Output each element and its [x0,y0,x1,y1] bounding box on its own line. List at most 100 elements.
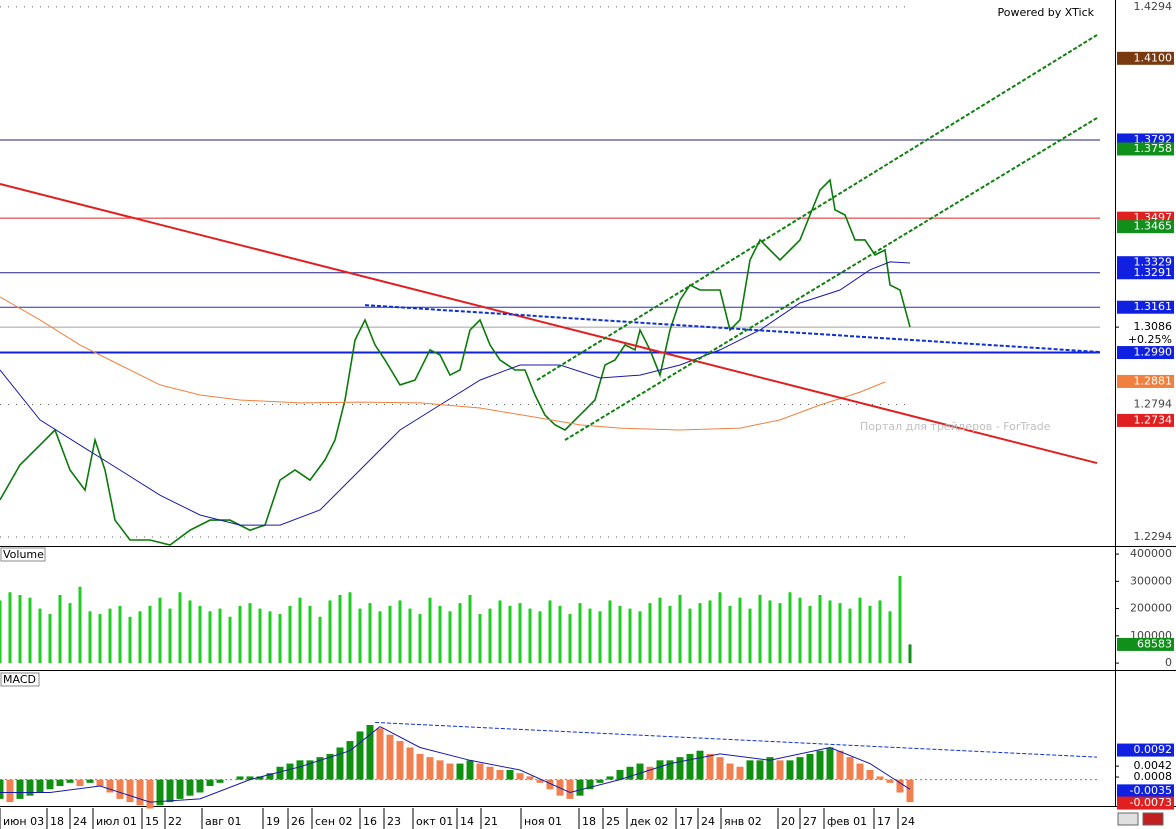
zoom-button[interactable] [1117,812,1139,826]
x-tick-label: янв 02 [724,815,762,828]
bar [726,763,734,780]
x-tick-label: окт 01 [416,815,453,828]
bar [388,605,392,664]
price-label: 1.2881 [1134,374,1173,387]
bar [876,776,884,780]
bar [48,614,52,664]
bar [186,779,194,796]
bar [478,614,482,664]
powered-by: Powered by XTick [998,6,1095,19]
bar [356,731,364,780]
bar [108,608,112,664]
bar [336,747,344,780]
bar [848,608,852,664]
price-label-bg [1117,374,1174,388]
bar [636,763,644,780]
bar [416,753,424,780]
bar [26,779,34,796]
bar [626,766,634,780]
bar [368,603,372,664]
x-tick-label: 19 [266,815,280,828]
bar [808,605,812,664]
last-value-label: 68583 [1137,637,1172,650]
bar [76,779,84,787]
bar [756,760,764,780]
bar [728,605,732,664]
bar [38,608,42,664]
bar [36,779,44,793]
bar [436,760,444,780]
bar [686,753,694,780]
bar [178,592,182,664]
bar [786,760,794,780]
price-label: 1.3465 [1134,220,1173,233]
price-label-bg [1117,266,1174,280]
panel-title-box [0,547,46,562]
bar [116,779,124,799]
bar [278,614,282,664]
series-line [0,178,911,546]
bar [218,608,222,664]
bar [46,779,54,790]
bar [258,608,262,664]
bar [156,779,164,806]
bar [328,600,332,664]
price-label: -0.0073 [1130,796,1172,809]
x-tick-label: 18 [582,815,596,828]
bar [276,766,284,780]
bar [206,779,214,787]
x-tick-label: 17 [877,815,891,828]
bar [596,779,604,783]
bar [426,757,434,780]
bar [66,779,74,783]
bar [578,603,582,664]
y-tick-label: 1.4294 [1134,0,1173,13]
bar [618,605,622,664]
bar [888,611,892,664]
bar [708,600,712,664]
bar [128,616,132,664]
price-label: 1.3758 [1134,142,1173,155]
bar [616,769,624,780]
x-tick-label: 17 [679,815,693,828]
bar [146,779,154,809]
bar [746,760,754,780]
price-label-bg [1117,413,1174,427]
bar [646,766,654,780]
bar [6,779,14,803]
bar [106,779,114,793]
bar [866,769,874,780]
bar [188,600,192,664]
bar [268,611,272,664]
x-tick-label: 24 [901,815,915,828]
bar [338,594,342,664]
bar [348,592,352,664]
bar [818,594,822,664]
bar [196,779,204,793]
bar [836,750,844,780]
bar [58,594,62,664]
bar [606,776,614,780]
bar [878,600,882,664]
scroll-button[interactable] [1142,812,1164,826]
bar [678,594,682,664]
bar [266,773,274,780]
bar [308,605,312,664]
x-tick-label: 14 [460,815,474,828]
x-tick-label: дек 02 [630,815,669,828]
bar [588,608,592,664]
price-label-bg [1117,743,1174,757]
bar [546,779,554,790]
series-line [0,261,911,526]
bar [736,766,744,780]
trend-line [0,182,1098,465]
bar [806,753,814,780]
bar [608,600,612,664]
price-label: 0.0042 [1134,759,1173,772]
bar [826,747,834,780]
bar [858,597,862,664]
bar [126,779,134,803]
bar [506,769,514,780]
bar [668,605,672,664]
